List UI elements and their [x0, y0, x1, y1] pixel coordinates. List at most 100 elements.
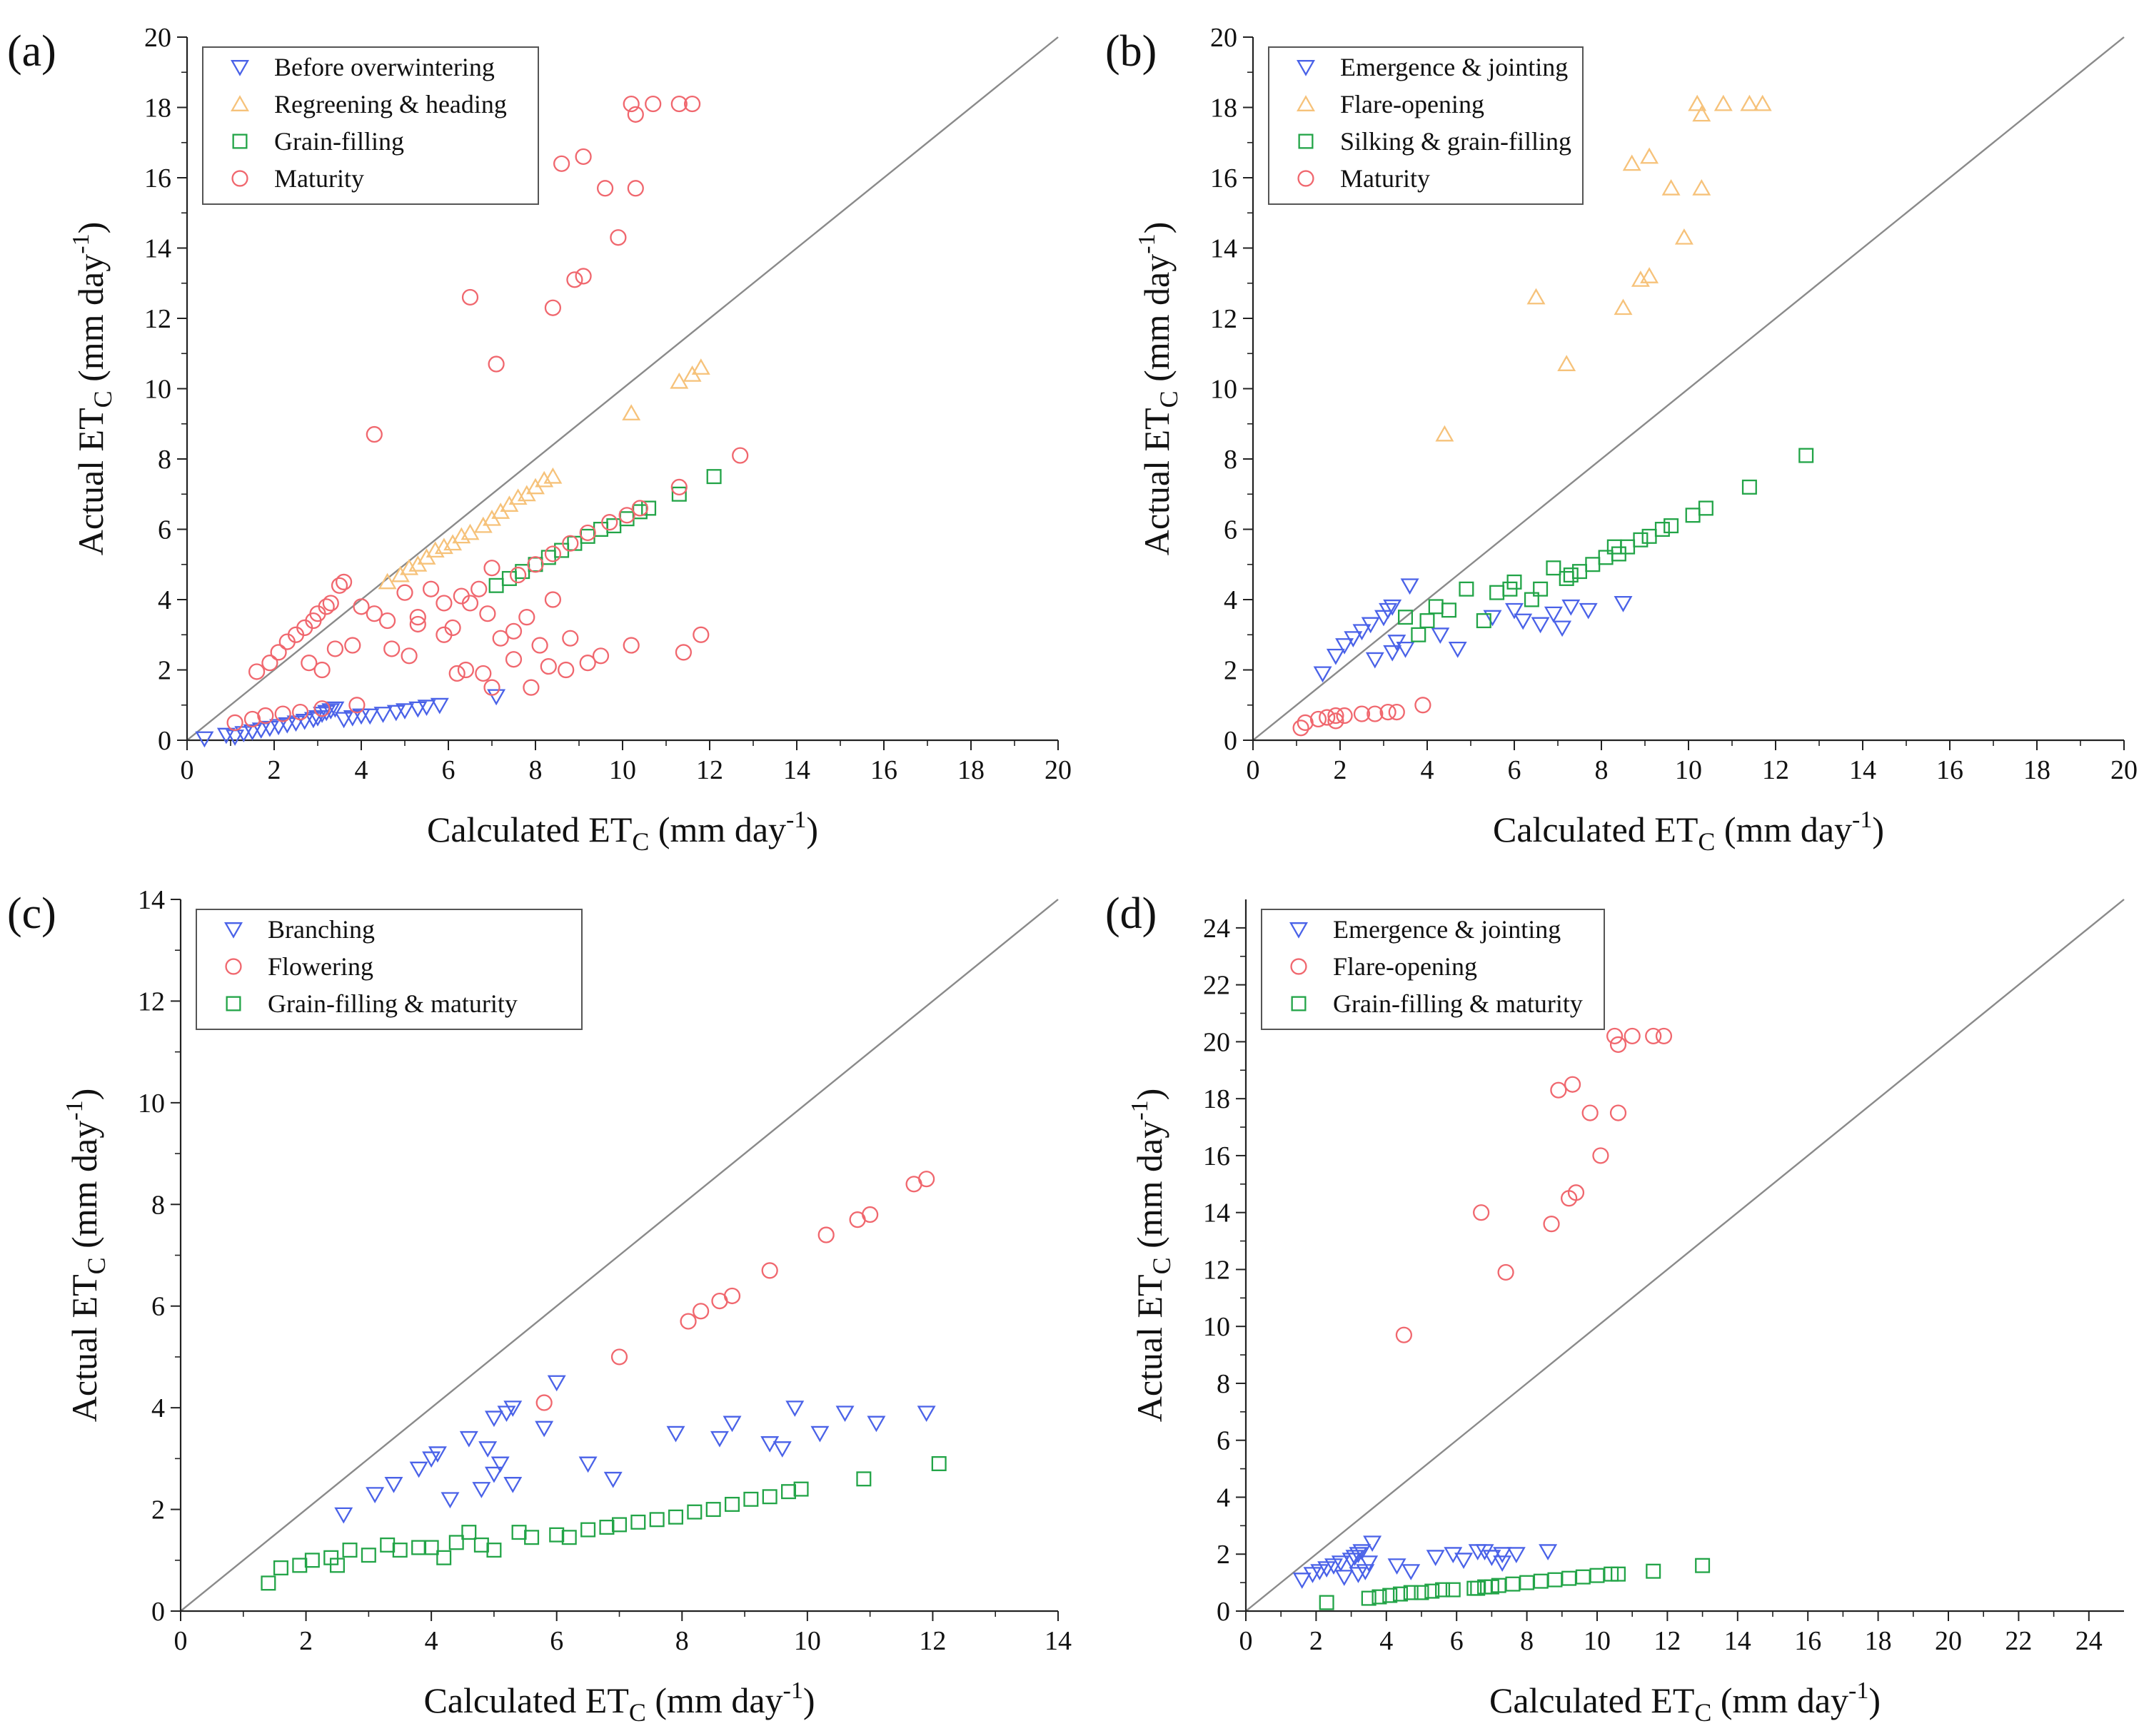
legend-entry: Maturity [1340, 164, 1430, 193]
legend-marker [1289, 922, 1308, 939]
data-point [599, 1519, 615, 1535]
data-point [248, 663, 266, 680]
data-point [1624, 1027, 1641, 1045]
y-axis-label: Actual ETC (mm day-1) [68, 222, 117, 556]
data-point [1459, 581, 1474, 597]
y-axis-label-sup: -1 [61, 1100, 88, 1120]
data-point [1695, 1558, 1711, 1573]
data-point [366, 1487, 385, 1503]
series-0 [195, 689, 506, 748]
x-axis-label-end: ) [1872, 809, 1884, 849]
data-point [1331, 1555, 1350, 1572]
x-axis-label: Calculated ETC (mm day-1) [1493, 807, 1884, 856]
data-point [675, 644, 693, 661]
x-axis-label-end: ) [1868, 1680, 1881, 1720]
data-point [326, 640, 343, 657]
data-point [535, 470, 554, 488]
data-point [401, 647, 418, 665]
panel-label: (d) [1105, 889, 1157, 938]
x-axis-label-main: Calculated ET [1489, 1680, 1694, 1720]
data-point [274, 705, 291, 722]
data-point [1506, 574, 1522, 590]
legend-entry: Maturity [274, 164, 364, 193]
data-point [1349, 1547, 1368, 1564]
y-axis-label-end: ) [71, 222, 111, 234]
data-point [1546, 560, 1561, 576]
data-point [1334, 1570, 1354, 1586]
data-point [273, 1560, 288, 1575]
y-tick-label: 20 [1203, 1027, 1230, 1057]
data-point [1589, 1568, 1605, 1583]
x-tick-label: 4 [1421, 755, 1434, 785]
y-tick-label: 6 [151, 1292, 165, 1322]
x-axis-label-sup: -1 [1848, 1677, 1868, 1704]
data-point [434, 538, 453, 555]
data-point [1493, 1555, 1512, 1572]
data-point [1335, 638, 1354, 655]
x-tick-label: 2 [1334, 755, 1347, 785]
data-point [641, 500, 657, 516]
data-point [1292, 720, 1309, 737]
y-axis-label-unit: (mm day [64, 1121, 104, 1258]
data-point [342, 1543, 358, 1558]
data-point [422, 580, 440, 597]
data-point [691, 358, 710, 375]
legend-entry: Flare-opening [1333, 952, 1477, 981]
data-point [693, 626, 710, 643]
y-axis-label-sub: C [89, 390, 117, 408]
data-point [1505, 1576, 1521, 1592]
x-tick-label: 10 [794, 1626, 821, 1656]
legend-box [196, 909, 583, 1030]
data-point [409, 615, 426, 633]
data-point [1352, 624, 1372, 641]
x-axis-label-unit: (mm day [1711, 1680, 1848, 1720]
data-point [1428, 599, 1444, 615]
data-point [318, 598, 335, 615]
data-point [1585, 557, 1601, 572]
data-point [1345, 1550, 1364, 1566]
data-point [1609, 1104, 1627, 1121]
x-tick-label: 0 [1239, 1626, 1253, 1656]
series-3 [1292, 697, 1431, 737]
x-tick-label: 10 [609, 755, 636, 785]
data-point [1567, 1184, 1585, 1201]
y-tick-label: 16 [144, 163, 171, 193]
data-point [562, 535, 579, 552]
data-point [1353, 705, 1371, 722]
data-point [1592, 1147, 1609, 1164]
legend-entry: Flare-opening [1340, 90, 1484, 118]
data-point [295, 713, 314, 730]
data-point [1606, 1027, 1624, 1045]
legend-entry: Emergence & jointing [1340, 53, 1568, 81]
x-tick-label: 10 [1584, 1626, 1611, 1656]
data-point [547, 1375, 566, 1392]
data-point [544, 545, 562, 562]
data-point [1519, 1575, 1535, 1590]
data-point [487, 689, 506, 706]
y-tick-label: 20 [144, 23, 171, 53]
legend-marker [1298, 133, 1314, 149]
y-tick-label: 24 [1203, 914, 1230, 944]
series-1 [378, 358, 710, 590]
y-tick-label: 0 [158, 726, 171, 756]
x-tick-label: 2 [268, 755, 281, 785]
data-point [457, 661, 475, 679]
data-point [1361, 617, 1380, 634]
data-point [1398, 610, 1414, 625]
data-point [1633, 532, 1649, 547]
data-point [723, 1287, 741, 1305]
x-axis-label-main: Calculated ET [427, 809, 632, 849]
x-tick-label: 0 [181, 755, 194, 785]
data-point [562, 630, 579, 647]
data-point [448, 665, 465, 682]
data-point [344, 637, 361, 654]
data-point [353, 598, 370, 615]
data-point [479, 605, 496, 622]
data-point [1531, 617, 1550, 634]
y-tick-label: 20 [1210, 23, 1237, 53]
chart-panel-3: 0 2 4 6 8 10 12 14 16 18 20 22 240246810121416182022… [1105, 889, 2125, 1727]
data-point [335, 573, 353, 590]
y-tick-label: 6 [1224, 515, 1237, 545]
x-tick-label: 2 [1309, 1626, 1323, 1656]
series-1 [1395, 1027, 1673, 1343]
